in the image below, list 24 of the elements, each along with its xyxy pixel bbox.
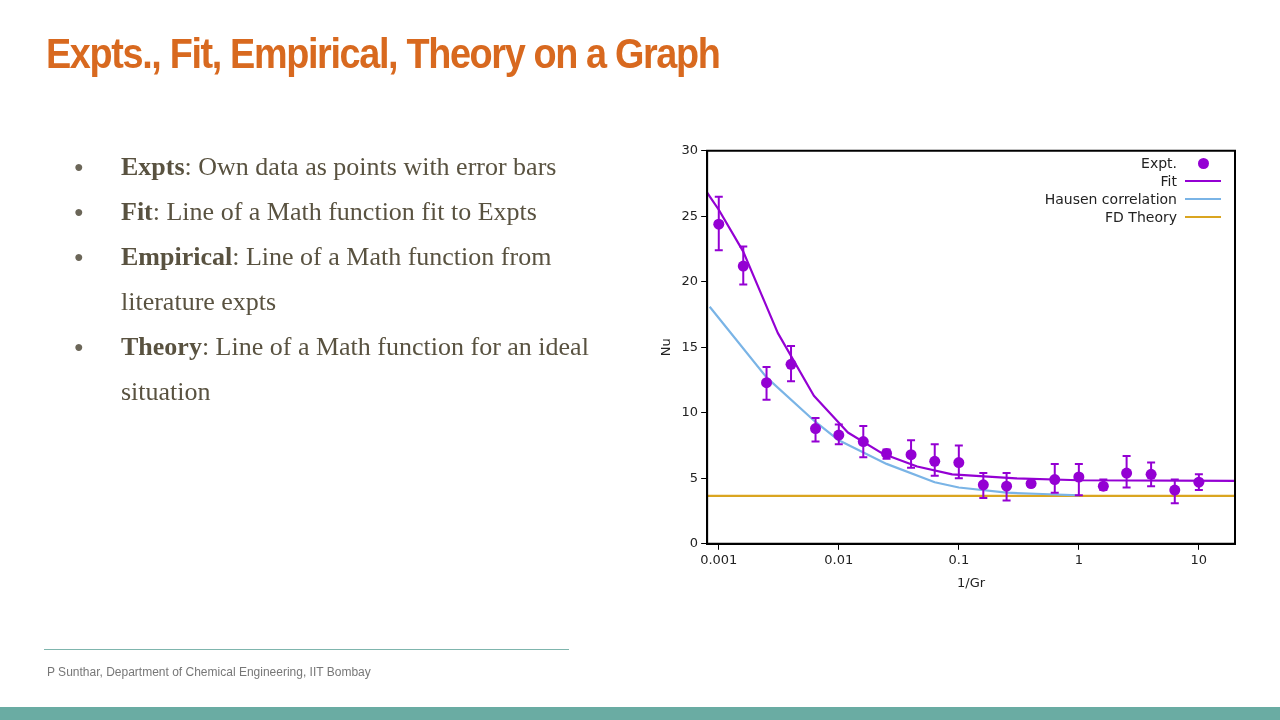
text: ● Theory: Line of a Math function for an ideal situation (74, 332, 589, 406)
y-tick-label: 15 (681, 338, 699, 354)
x-axis-title: 1/Gr (957, 574, 986, 590)
x-tick-label: 0.001 (700, 551, 738, 567)
legend-label: Hausen correlation (1044, 190, 1177, 208)
text: ● Fit: Line of a Math function fit to Expts (74, 197, 537, 226)
text: ● Empirical: Line of a Math function from literature expts (74, 242, 552, 316)
x-tick-label: 0.1 (948, 551, 970, 567)
x-tick-label: 0.01 (824, 551, 854, 567)
x-tick-label: 1 (1074, 551, 1083, 567)
text: ● Expts: Own data as points with error bars (74, 152, 557, 181)
y-tick-label: 0 (689, 535, 699, 551)
y-tick-label: 5 (689, 469, 699, 485)
y-axis-title: Nu (658, 338, 674, 357)
y-tick-label: 25 (681, 207, 699, 223)
y-tick-label: 30 (681, 142, 699, 158)
x-tick-label: 10 (1190, 551, 1208, 567)
legend-label: Expt. (1141, 154, 1177, 172)
legend-label: FD Theory (1105, 208, 1177, 226)
chart-title: Expts., Fit, Empirical, Theory on a Graph (46, 30, 720, 78)
y-tick-label: 10 (681, 404, 699, 420)
text: P Sunthar, Department of Chemical Engineering, IIT Bombay (47, 665, 371, 679)
y-tick-label: 20 (681, 273, 699, 289)
legend-label: Fit (1160, 172, 1177, 190)
